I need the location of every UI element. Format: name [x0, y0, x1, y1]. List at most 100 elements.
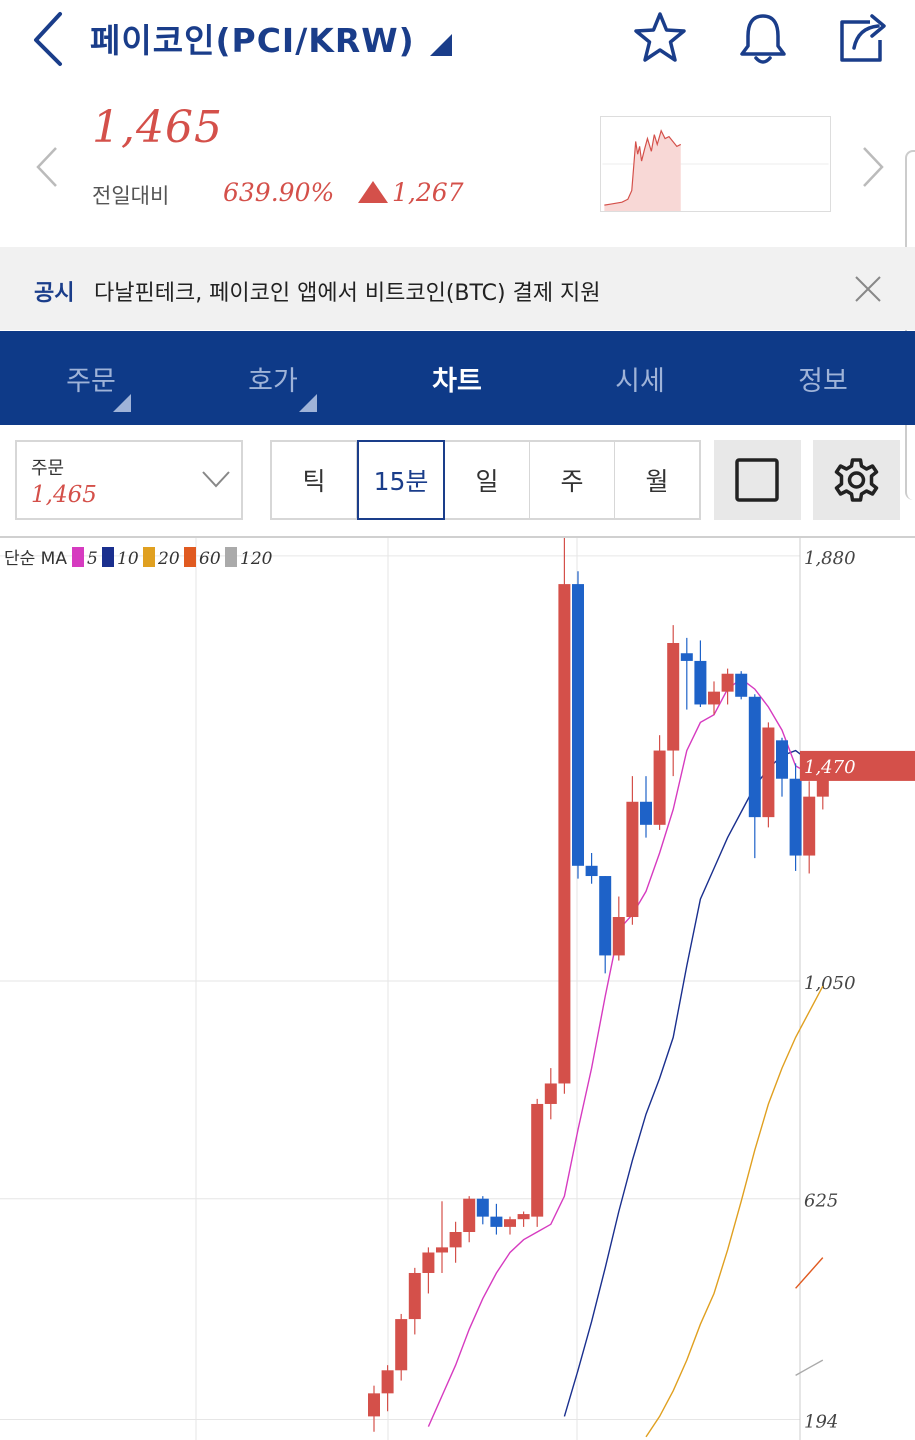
period-tick-button[interactable]: 틱 — [272, 442, 357, 518]
up-triangle-icon — [358, 181, 388, 203]
ma120-line — [795, 1359, 824, 1377]
tab-market-label: 시세 — [615, 365, 665, 397]
tab-info-label: 정보 — [798, 365, 848, 397]
next-coin-button[interactable] — [858, 142, 888, 192]
close-icon[interactable] — [852, 273, 884, 305]
tab-order-label: 주문 — [66, 365, 116, 397]
y-tick-label: 625 — [804, 1191, 838, 1212]
tab-dropdown-corner-icon — [299, 394, 317, 412]
chart-settings-button[interactable] — [813, 440, 900, 520]
star-icon — [634, 12, 686, 62]
order-price-select[interactable]: 주문 1,465 — [15, 440, 243, 520]
chevron-down-icon — [202, 471, 230, 488]
y-tick-label: 194 — [804, 1411, 838, 1432]
candle-body — [422, 1252, 435, 1273]
tab-chart-label: 차트 — [432, 365, 482, 397]
order-select-value: 1,465 — [31, 482, 97, 508]
legend-swatch — [143, 547, 155, 567]
period-day-button[interactable]: 일 — [445, 442, 530, 518]
candle-body — [762, 727, 775, 818]
legend-label: 20 — [157, 549, 180, 569]
candle-body — [776, 740, 788, 779]
candle-body — [544, 1083, 557, 1104]
chevron-left-icon — [36, 147, 57, 187]
order-select-label: 주문 — [31, 458, 65, 479]
legend-swatch — [225, 547, 237, 567]
legend-swatch — [184, 547, 196, 567]
notice-text[interactable]: 다날핀테크, 페이코인 앱에서 비트코인(BTC) 결제 지원 — [94, 281, 601, 306]
change-label: 전일대비 — [92, 184, 170, 208]
candle-body — [694, 660, 707, 705]
candle-body — [748, 696, 761, 818]
period-15min-button[interactable]: 15분 — [357, 440, 445, 520]
legend-label: 5 — [87, 549, 98, 569]
candlestick-chart[interactable]: 1,880 1,050 625 194 1,470 단순 MA 5 10 20 60 120 — [0, 535, 915, 1440]
y-tick-label: 1,880 — [804, 548, 856, 569]
tab-orderbook[interactable]: 호가 — [182, 331, 364, 425]
candle-body — [626, 801, 639, 918]
candle-body — [368, 1393, 380, 1417]
candle-body — [517, 1214, 530, 1220]
candle-body — [640, 801, 652, 825]
candle-body — [463, 1198, 476, 1233]
ma60-line — [795, 1257, 824, 1289]
share-icon — [840, 14, 886, 62]
period-month-button[interactable]: 월 — [645, 467, 669, 496]
dropdown-triangle-icon[interactable] — [428, 34, 452, 56]
back-chevron-icon — [34, 12, 62, 66]
period-week-button[interactable]: 주 — [530, 442, 615, 518]
candle-body — [721, 673, 734, 692]
prev-coin-button[interactable] — [32, 142, 62, 192]
bell-icon — [740, 14, 786, 64]
tab-market[interactable]: 시세 — [549, 331, 731, 425]
candle-body — [395, 1319, 408, 1371]
candle-body — [476, 1198, 489, 1217]
change-amount-value: 1,267 — [392, 178, 464, 207]
ma20-line — [645, 985, 824, 1438]
price-chart-area[interactable]: 1,880 1,050 625 194 1,470 단순 MA 5 10 20 60 120 — [0, 535, 915, 1440]
gear-icon — [834, 458, 879, 502]
back-button[interactable] — [26, 8, 74, 68]
candle-body — [490, 1216, 503, 1227]
candle-body — [803, 796, 816, 856]
legend-swatch — [72, 547, 84, 567]
alarm-button[interactable] — [733, 8, 793, 68]
fullscreen-button[interactable] — [714, 440, 801, 520]
period-selector: 틱 15분 일 주 월 — [270, 440, 701, 520]
notice-banner[interactable]: 공시 다날핀테크, 페이코인 앱에서 비트코인(BTC) 결제 지원 — [0, 247, 915, 330]
tab-dropdown-corner-icon — [113, 394, 131, 412]
legend-label: 120 — [240, 549, 273, 569]
candle-body — [667, 642, 680, 751]
notice-tag: 공시 — [34, 281, 75, 306]
candle-body — [599, 876, 612, 956]
candle-body — [436, 1247, 448, 1253]
tab-order[interactable]: 주문 — [0, 331, 182, 425]
candle-body — [680, 653, 693, 661]
mini-price-chart[interactable] — [600, 116, 831, 212]
candle-body — [789, 778, 802, 856]
page-title[interactable]: 페이코인(PCI/KRW) — [90, 21, 415, 60]
candle-body — [612, 917, 625, 956]
tab-info[interactable]: 정보 — [732, 331, 914, 425]
candle-body — [585, 865, 598, 877]
ma5-line — [427, 677, 824, 1427]
favorite-button[interactable] — [630, 8, 690, 68]
change-rate: 639.90% — [223, 178, 335, 207]
tab-chart[interactable]: 차트 — [366, 331, 548, 425]
current-price: 1,465 — [92, 102, 223, 153]
current-price-marker — [800, 750, 915, 781]
candle-body — [708, 691, 720, 705]
candle-body — [408, 1272, 421, 1320]
y-tick-label: 1,050 — [804, 973, 856, 994]
ma10-line — [563, 749, 824, 1417]
candle-body — [572, 584, 584, 866]
app-header: 페이코인(PCI/KRW) — [0, 0, 915, 82]
candle-body — [381, 1370, 394, 1394]
share-button[interactable] — [834, 8, 894, 68]
chevron-right-icon — [863, 147, 884, 187]
legend-swatch — [102, 547, 114, 567]
square-icon — [735, 458, 779, 502]
section-tabs: 주문 호가 차트 시세 정보 — [0, 331, 915, 425]
tab-orderbook-label: 호가 — [248, 365, 298, 397]
